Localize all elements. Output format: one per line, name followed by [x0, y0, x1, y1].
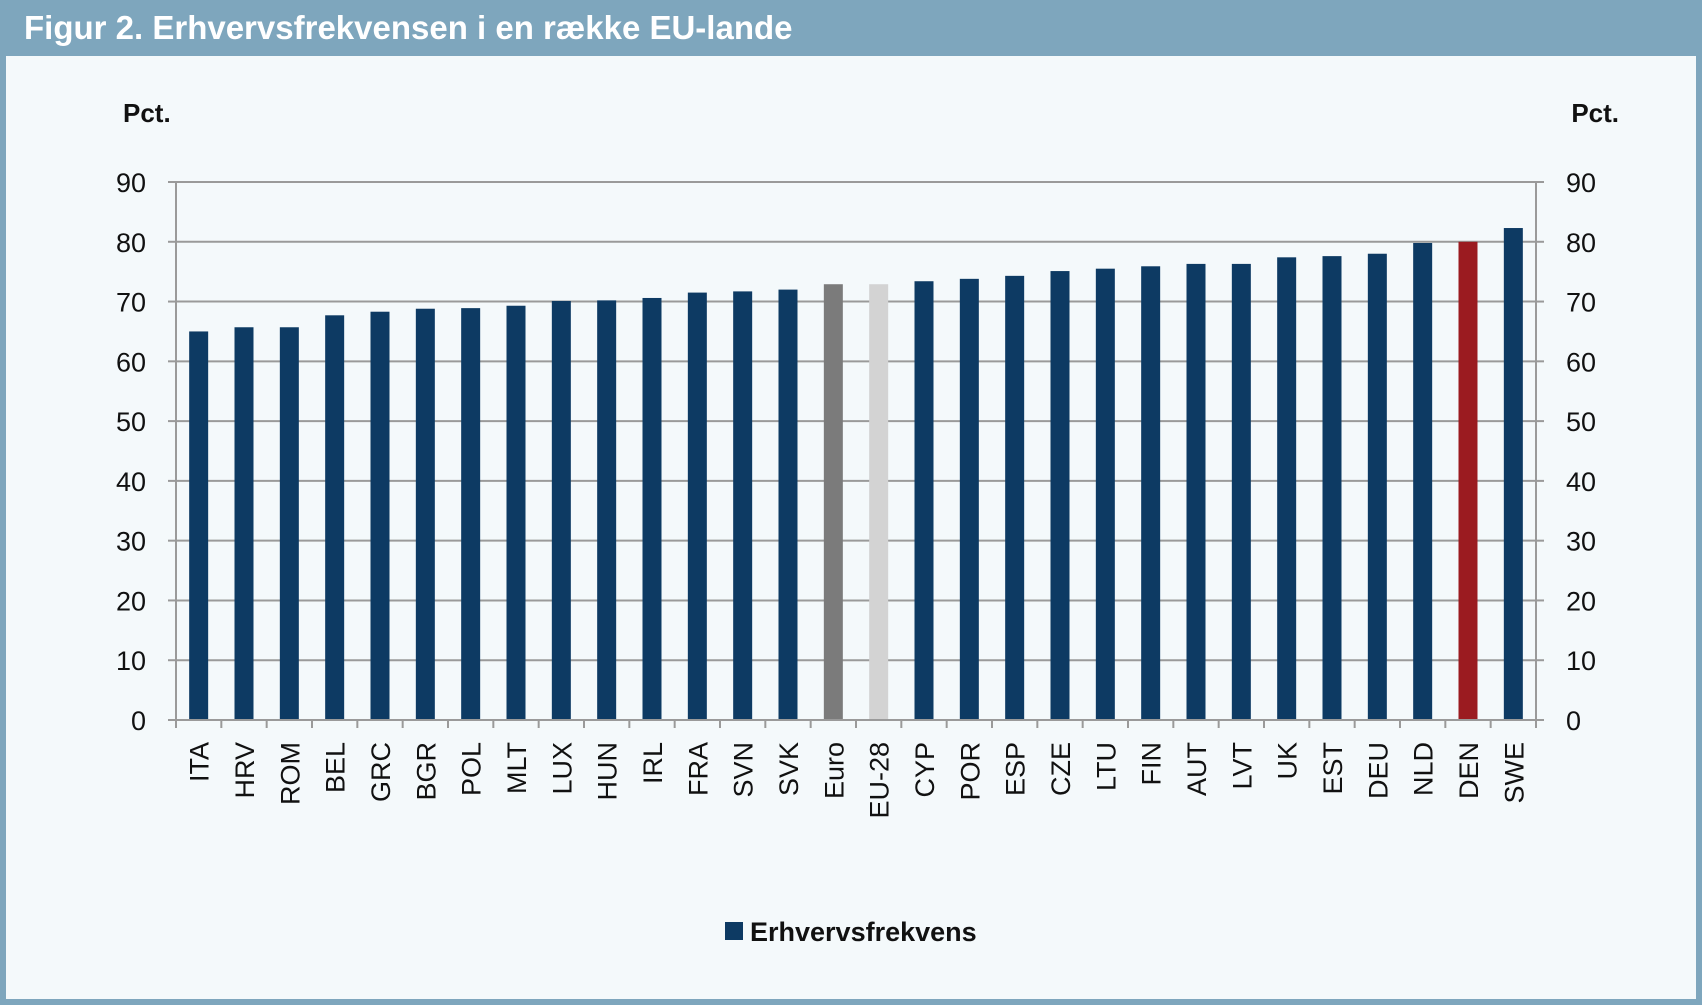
x-category-label: IRL	[638, 742, 668, 784]
legend-swatch	[725, 922, 743, 940]
title-bar: Figur 2. Erhvervsfrekvensen i en række E…	[0, 0, 1702, 56]
chart-title: Figur 2. Erhvervsfrekvensen i en række E…	[24, 9, 793, 46]
bar-den	[1458, 241, 1478, 720]
bar-fin	[1141, 266, 1161, 720]
bar-svk	[778, 289, 798, 720]
y-tick-label-left: 30	[116, 527, 146, 557]
bar-uk	[1277, 257, 1297, 720]
y-tick-label-right: 80	[1566, 228, 1596, 258]
bar-ltu	[1095, 268, 1115, 720]
y-tick-label-left: 60	[116, 347, 146, 377]
bar-bel	[325, 315, 345, 720]
bar-rom	[279, 327, 299, 720]
y-tick-label-left: 40	[116, 467, 146, 497]
gridlines	[176, 181, 1536, 662]
y-axis-left-ticks: 0 10 20 30 40 50 60 70 80 90	[116, 168, 146, 736]
x-category-label: DEN	[1454, 742, 1484, 799]
x-category-label: SVN	[729, 742, 759, 798]
bar-hrv	[234, 327, 254, 720]
x-axis-categories: ITA HRV ROM BEL GRC BGR POL MLT LUX HUN IRL FRA SVN S…	[185, 742, 1530, 819]
x-category-label: ROM	[275, 742, 305, 805]
y-tick-label-right: 30	[1566, 527, 1596, 557]
x-category-label: ESP	[1001, 742, 1031, 796]
y-tick-label-right: 60	[1566, 347, 1596, 377]
x-category-label: CZE	[1046, 742, 1076, 796]
x-category-label: HUN	[593, 742, 623, 801]
y-tick-label-left: 70	[116, 288, 146, 318]
x-category-label: LUX	[547, 742, 577, 795]
x-category-label: POL	[457, 742, 487, 796]
x-category-label: MLT	[502, 742, 532, 794]
y-tick-label-left: 10	[116, 646, 146, 676]
y-tick-label-right: 0	[1566, 706, 1581, 736]
x-category-label: POR	[955, 742, 985, 801]
x-category-label: LVT	[1227, 742, 1257, 790]
x-category-label: EU-28	[865, 742, 895, 819]
bar-bgr	[415, 308, 435, 720]
y-tick-label-right: 70	[1566, 288, 1596, 318]
y-tick-label-left: 50	[116, 407, 146, 437]
bar-irl	[642, 297, 662, 720]
x-category-label: FRA	[683, 742, 713, 796]
bar-deu	[1367, 253, 1387, 720]
x-category-label: UK	[1273, 742, 1303, 780]
bar-swe	[1503, 228, 1523, 721]
y-tick-label-left: 0	[131, 706, 146, 736]
y-tick-label-left: 80	[116, 228, 146, 258]
y-axis-left-label: Pct.	[123, 98, 171, 128]
y-tick-label-right: 40	[1566, 467, 1596, 497]
bar-svn	[733, 291, 753, 720]
legend: Erhvervsfrekvens	[725, 917, 977, 947]
bar-pol	[461, 308, 481, 720]
bar-euro	[823, 284, 843, 720]
bar-est	[1322, 256, 1342, 720]
x-category-label: HRV	[230, 742, 260, 799]
x-category-label: FIN	[1137, 742, 1167, 786]
x-category-label: AUT	[1182, 742, 1212, 796]
bar-ita	[189, 331, 209, 720]
y-tick-label-right: 10	[1566, 646, 1596, 676]
x-category-label: NLD	[1409, 742, 1439, 796]
x-category-label: CYP	[910, 742, 940, 798]
bar-hun	[597, 300, 617, 720]
y-tick-label-right: 50	[1566, 407, 1596, 437]
y-tick-label-right: 20	[1566, 586, 1596, 616]
x-category-label: SVK	[774, 742, 804, 796]
bar-nld	[1413, 242, 1433, 720]
axes	[168, 181, 1544, 728]
bar-lux	[551, 300, 571, 720]
bar-lvt	[1231, 263, 1251, 720]
x-category-label: Euro	[819, 742, 849, 799]
y-tick-label-left: 90	[116, 168, 146, 198]
x-category-label: EST	[1318, 742, 1348, 795]
y-tick-label-left: 20	[116, 586, 146, 616]
x-category-label: ITA	[185, 742, 215, 782]
bar-fra	[687, 292, 707, 720]
bar-cyp	[914, 281, 934, 720]
x-category-label: BGR	[411, 742, 441, 801]
bar-esp	[1005, 275, 1025, 720]
x-category-label: GRC	[366, 742, 396, 802]
x-category-label: DEU	[1363, 742, 1393, 799]
bar-mlt	[506, 305, 526, 720]
y-axis-right-label: Pct.	[1571, 98, 1619, 128]
x-category-label: SWE	[1499, 742, 1529, 804]
bars	[189, 228, 1523, 721]
bar-por	[959, 278, 979, 720]
bar-aut	[1186, 263, 1206, 720]
y-axis-right-ticks: 0 10 20 30 40 50 60 70 80 90	[1566, 168, 1596, 736]
x-category-label: LTU	[1091, 742, 1121, 791]
x-category-label: BEL	[321, 742, 351, 793]
y-tick-label-right: 90	[1566, 168, 1596, 198]
bar-grc	[370, 311, 390, 720]
bar-cze	[1050, 271, 1070, 720]
legend-label: Erhvervsfrekvens	[750, 917, 977, 947]
bar-eu-28	[869, 284, 889, 720]
